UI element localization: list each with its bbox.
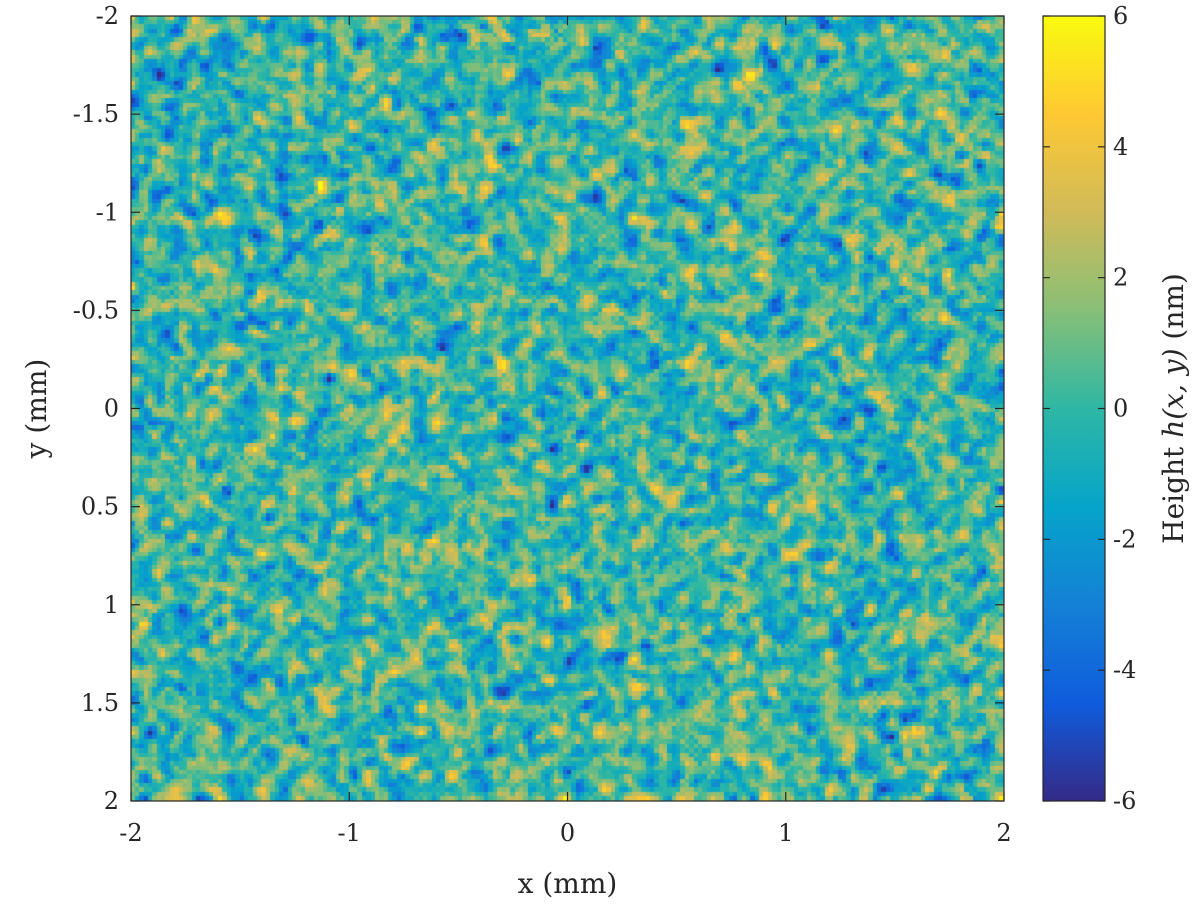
colorbar-tick-label: 4 — [1113, 133, 1128, 161]
x-tick-label: -2 — [119, 819, 142, 847]
colorbar-label-math: h(x, y) — [1157, 348, 1190, 437]
y-tick-label: 2 — [104, 787, 119, 815]
y-tick-label: 0.5 — [81, 493, 119, 521]
y-tick-label: -1.5 — [73, 100, 119, 128]
y-axis-ticks: -2 -1.5 -1 -0.5 0 0.5 1 1.5 2 — [73, 2, 1004, 815]
colorbar-tick-label: -4 — [1113, 656, 1136, 684]
y-tick-label: -2 — [96, 2, 119, 30]
colorbar-label-suffix: (nm) — [1157, 273, 1190, 348]
x-tick-label: -1 — [338, 819, 361, 847]
y-axis-label: y (mm) — [20, 359, 53, 460]
x-axis-label: x (mm) — [518, 867, 618, 900]
x-tick-label: 1 — [778, 819, 793, 847]
colorbar-tick-label: 0 — [1113, 395, 1128, 423]
x-axis-ticks: -2 -1 0 1 2 — [119, 16, 1012, 847]
colorbar — [1043, 16, 1105, 801]
y-tick-label: 1 — [104, 591, 119, 619]
colorbar-tick-label: 2 — [1113, 264, 1128, 292]
colorbar-tick-label: -6 — [1113, 787, 1136, 815]
x-tick-label: 2 — [996, 819, 1011, 847]
y-tick-label: -0.5 — [73, 296, 119, 324]
y-tick-label: 1.5 — [81, 689, 119, 717]
colorbar-label-prefix: Height — [1157, 438, 1190, 544]
colorbar-tick-label: 6 — [1113, 2, 1128, 30]
height-map-heatmap — [131, 16, 1004, 801]
y-tick-label: -1 — [96, 198, 119, 226]
colorbar-tick-label: -2 — [1113, 525, 1136, 553]
y-tick-label: 0 — [104, 395, 119, 423]
colorbar-label: Height h(x, y) (nm) — [1157, 273, 1190, 544]
x-tick-label: 0 — [560, 819, 575, 847]
colorbar-ticks: -6 -4 -2 0 2 4 6 — [1043, 2, 1136, 815]
